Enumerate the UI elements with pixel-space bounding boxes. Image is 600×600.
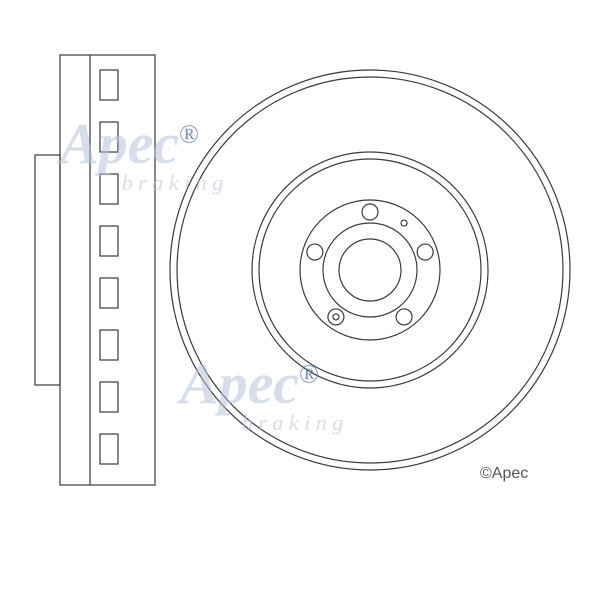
technical-drawing <box>0 0 600 600</box>
copyright-text: ©Apec <box>480 465 528 483</box>
